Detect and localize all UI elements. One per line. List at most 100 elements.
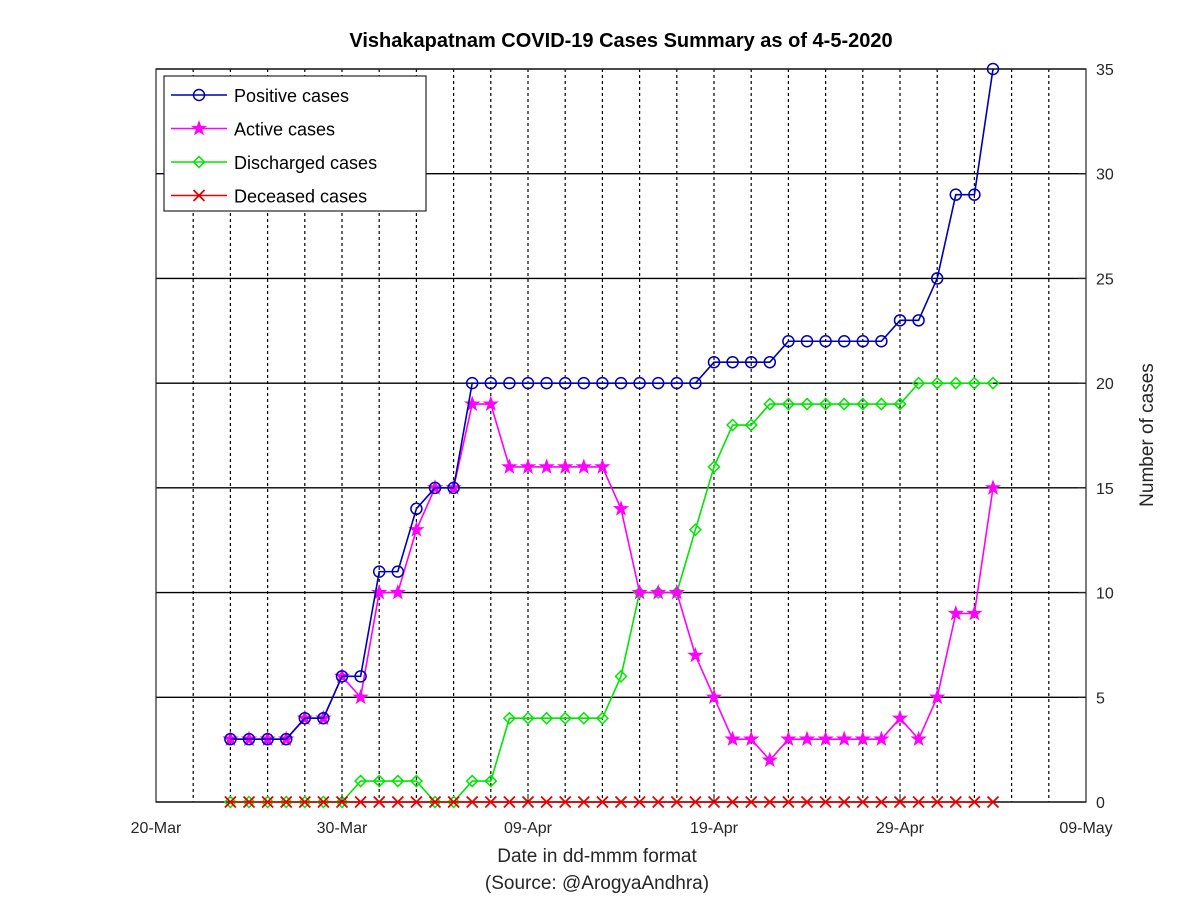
data-series	[222, 62, 1002, 809]
legend-item-positive-cases: Positive cases	[171, 86, 349, 106]
y-tick-label: 10	[1096, 586, 1114, 603]
deceased-cases-point	[819, 795, 832, 809]
active-cases-point	[798, 730, 816, 747]
discharged-cases-point	[986, 376, 1000, 390]
deceased-cases-point	[875, 795, 888, 809]
active-cases-point	[966, 604, 983, 621]
x-tick-label: 20-Mar	[131, 820, 182, 837]
positive-cases-point	[298, 711, 312, 725]
positive-cases-point	[651, 376, 665, 390]
discharged-cases-point	[744, 418, 758, 432]
active-cases-point	[687, 646, 704, 663]
discharged-cases-point	[223, 795, 237, 809]
x-tick-label: 09-May	[1059, 820, 1112, 837]
discharged-cases-point	[316, 795, 330, 809]
deceased-cases-point	[782, 795, 795, 809]
deceased-cases-point	[354, 795, 367, 809]
deceased-cases-point	[484, 795, 497, 809]
positive-cases-point	[317, 711, 330, 725]
deceased-cases-point	[428, 795, 442, 809]
deceased-cases-point	[652, 795, 665, 809]
positive-cases-point	[614, 376, 628, 390]
positive-cases-point	[261, 732, 274, 746]
deceased-cases-point	[986, 795, 1000, 809]
discharged-cases-point	[335, 795, 349, 809]
positive-cases-point	[558, 376, 572, 390]
deceased-cases-point	[614, 795, 628, 809]
deceased-cases-point	[242, 795, 256, 809]
deceased-cases-point	[596, 795, 609, 809]
deceased-cases-point	[670, 795, 683, 809]
active-cases-point	[668, 584, 685, 600]
legend-item-deceased-cases: Deceased cases	[171, 187, 367, 207]
positive-cases-point	[875, 335, 888, 348]
discharged-cases-point	[781, 397, 795, 411]
discharged-cases-point	[428, 795, 442, 809]
deceased-cases-point	[540, 795, 553, 809]
y-tick-label: 0	[1096, 795, 1105, 812]
positive-cases-point	[968, 188, 981, 201]
discharged-cases-point	[595, 711, 609, 725]
positive-cases-point	[242, 732, 256, 746]
deceased-cases-point	[503, 795, 516, 809]
y-tick-label: 25	[1096, 271, 1114, 288]
discharged-cases-point	[726, 418, 740, 432]
discharged-cases-point	[819, 397, 833, 411]
active-cases-point	[891, 709, 909, 726]
positive-cases-point	[893, 314, 907, 327]
positive-cases-point	[689, 376, 702, 390]
x-tick-label: 29-Apr	[876, 820, 925, 837]
discharged-cases-point	[502, 711, 516, 725]
positive-cases-point	[856, 335, 870, 348]
axis-ticks: 20-Mar 30-Mar 09-Apr 19-Apr 29-Apr 09-May 0 5 10…	[131, 62, 1114, 837]
deceased-cases-point	[800, 795, 814, 809]
deceased-cases-point	[577, 795, 590, 809]
positive-cases-line	[230, 68, 994, 740]
y-tick-label: 15	[1096, 481, 1114, 498]
discharged-cases-point	[409, 774, 423, 788]
discharged-cases-point	[465, 774, 479, 788]
discharged-cases-line	[230, 382, 993, 803]
positive-cases-point	[577, 376, 591, 390]
discharged-cases-point	[372, 774, 386, 788]
discharged-cases-point	[521, 711, 535, 725]
discharged-cases-point	[949, 376, 963, 390]
discharged-cases-point	[354, 774, 368, 788]
legend-label: Positive cases	[234, 86, 349, 106]
legend-marker	[192, 88, 206, 102]
discharged-cases-point	[800, 397, 814, 411]
active-cases-point	[464, 395, 481, 411]
y-tick-label: 30	[1096, 167, 1114, 184]
positive-cases-point	[410, 502, 423, 516]
active-cases-point	[836, 730, 853, 747]
discharged-cases-point	[912, 376, 926, 390]
discharged-cases-point	[558, 711, 572, 725]
active-cases-point	[873, 730, 890, 747]
discharged-cases-point	[242, 795, 256, 809]
discharged-cases-point	[577, 711, 591, 725]
chart-title: Vishakapatnam COVID-19 Cases Summary as …	[349, 30, 892, 52]
active-cases-point	[761, 751, 778, 768]
positive-cases-point	[224, 732, 237, 746]
positive-cases-point	[670, 376, 684, 390]
positive-cases-point	[372, 565, 386, 578]
y-tick-label: 35	[1096, 62, 1114, 79]
active-cases-point	[389, 584, 406, 600]
series-active-cases	[222, 395, 1002, 768]
deceased-cases-point	[726, 795, 739, 809]
positive-cases-point	[949, 188, 963, 201]
legend-box	[163, 75, 427, 212]
deceased-cases-point	[912, 795, 925, 809]
discharged-cases-point	[540, 711, 554, 725]
positive-cases-point	[447, 481, 460, 495]
discharged-cases-point	[279, 795, 293, 809]
positive-cases-point	[726, 355, 739, 369]
active-cases-point	[724, 730, 741, 747]
active-cases-point	[557, 458, 574, 474]
x-tick-label: 30-Mar	[317, 820, 368, 837]
positive-cases-point	[540, 376, 553, 390]
discharged-cases-point	[763, 397, 777, 411]
active-cases-point	[984, 479, 1002, 495]
deceased-cases-point	[373, 795, 386, 809]
